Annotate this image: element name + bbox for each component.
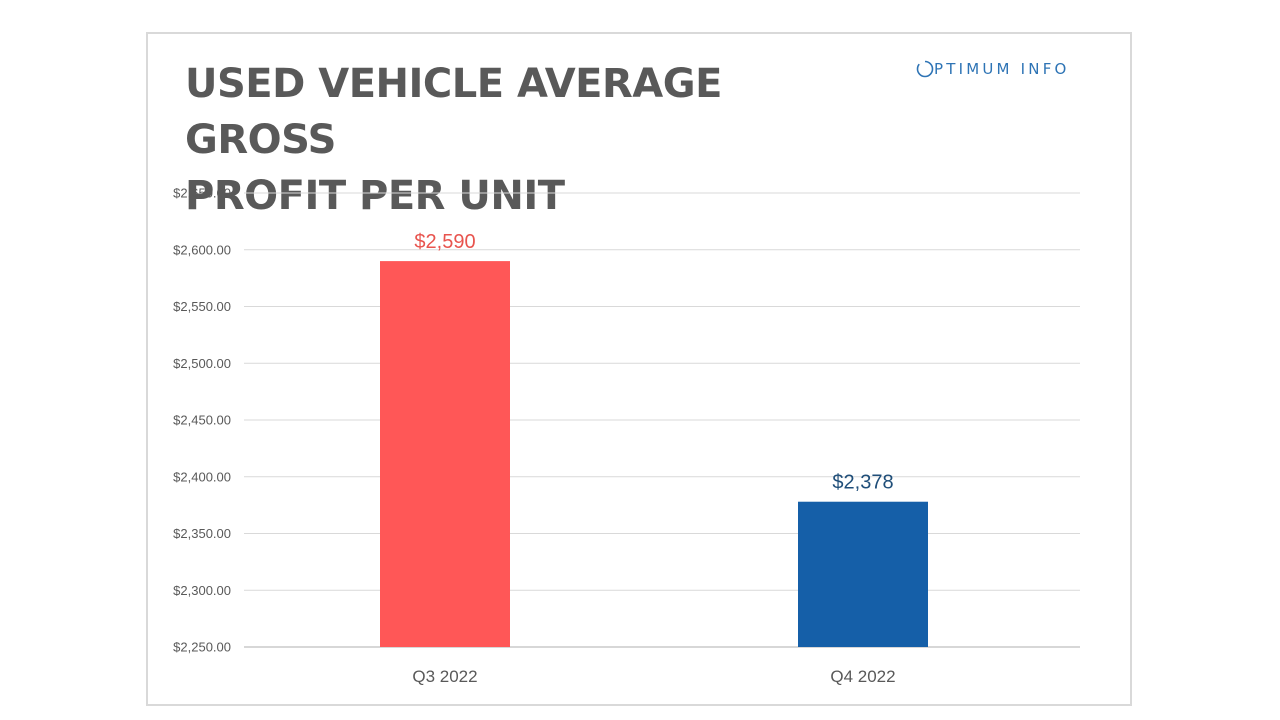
circle-o-icon [916,60,934,78]
y-tick-label: $2,400.00 [173,469,231,484]
y-tick-label: $2,350.00 [173,526,231,541]
y-tick-label: $2,450.00 [173,413,231,428]
y-tick-label: $2,500.00 [173,356,231,371]
optimum-info-logo: PTIMUM INFO [916,56,1070,82]
y-tick-label: $2,300.00 [173,583,231,598]
bar-q3-2022 [380,261,510,647]
y-tick-label: $2,550.00 [173,299,231,314]
x-category-label: Q4 2022 [830,667,895,686]
y-tick-label: $2,250.00 [173,640,231,655]
y-tick-label: $2,600.00 [173,242,231,257]
chart-title-line-2: PROFIT PER UNIT [185,173,565,219]
data-label: $2,590 [414,231,475,253]
logo-text: PTIMUM INFO [934,60,1070,78]
chart-frame [146,32,1132,706]
y-tick-label: $2,650.00 [173,186,231,201]
chart-title-line-1: USED VEHICLE AVERAGE GROSS [185,61,722,163]
bar-q4-2022 [798,501,928,647]
x-category-label: Q3 2022 [412,667,477,686]
chart-title: USED VEHICLE AVERAGE GROSS PROFIT PER UN… [185,56,865,224]
data-label: $2,378 [832,472,893,494]
